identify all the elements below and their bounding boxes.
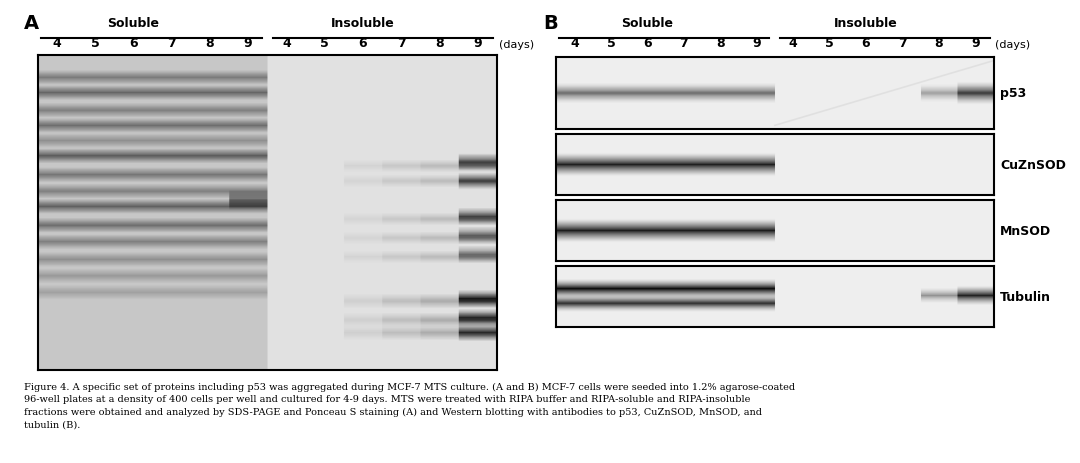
Text: A: A: [24, 14, 39, 33]
Text: 6: 6: [862, 37, 870, 50]
Text: 5: 5: [607, 37, 616, 50]
Text: 7: 7: [899, 37, 907, 50]
Text: B: B: [543, 14, 558, 33]
Text: Insoluble: Insoluble: [834, 17, 897, 30]
Text: 7: 7: [167, 37, 176, 50]
Text: 5: 5: [321, 37, 329, 50]
Text: Insoluble: Insoluble: [332, 17, 395, 30]
Text: MnSOD: MnSOD: [1000, 225, 1051, 238]
Text: Soluble: Soluble: [621, 17, 673, 30]
Text: 7: 7: [679, 37, 688, 50]
Text: 4: 4: [53, 37, 62, 50]
Text: 9: 9: [473, 37, 482, 50]
Text: 4: 4: [570, 37, 579, 50]
Text: 4: 4: [282, 37, 291, 50]
Text: 6: 6: [643, 37, 651, 50]
Text: 6: 6: [359, 37, 367, 50]
Text: p53: p53: [1000, 87, 1026, 100]
Text: 7: 7: [396, 37, 406, 50]
Text: Soluble: Soluble: [107, 17, 160, 30]
Text: 5: 5: [91, 37, 99, 50]
Text: 8: 8: [934, 37, 943, 50]
Text: Figure 4. A specific set of proteins including p53 was aggregated during MCF-7 M: Figure 4. A specific set of proteins inc…: [24, 382, 795, 429]
Text: 9: 9: [753, 37, 761, 50]
Text: CuZnSOD: CuZnSOD: [1000, 159, 1066, 172]
Text: 8: 8: [716, 37, 725, 50]
Text: 4: 4: [788, 37, 797, 50]
Text: (days): (days): [499, 40, 534, 50]
Text: 9: 9: [971, 37, 980, 50]
Text: 8: 8: [205, 37, 214, 50]
Text: (days): (days): [996, 40, 1030, 50]
Text: Tubulin: Tubulin: [1000, 290, 1051, 303]
Text: 5: 5: [825, 37, 834, 50]
Text: 8: 8: [435, 37, 444, 50]
Text: 6: 6: [130, 37, 138, 50]
Text: 9: 9: [244, 37, 253, 50]
